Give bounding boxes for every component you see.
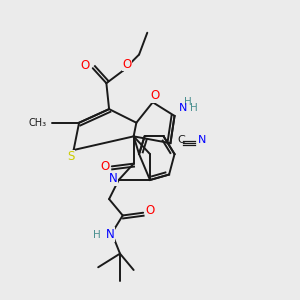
Text: O: O (122, 58, 131, 70)
Text: H: H (184, 97, 192, 107)
Text: N: N (106, 228, 115, 241)
Text: N: N (198, 136, 206, 146)
Text: O: O (151, 89, 160, 102)
Text: S: S (67, 150, 75, 163)
Text: CH₃: CH₃ (28, 118, 46, 128)
Text: O: O (146, 203, 154, 217)
Text: O: O (100, 160, 109, 173)
Text: H: H (190, 103, 197, 113)
Text: N: N (109, 172, 118, 185)
Text: O: O (80, 59, 89, 72)
Text: C: C (177, 136, 185, 146)
Text: N: N (178, 103, 187, 113)
Text: H: H (93, 230, 101, 239)
